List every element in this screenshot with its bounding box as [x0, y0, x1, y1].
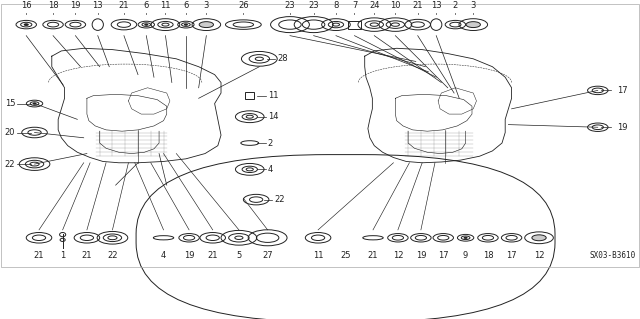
Circle shape [466, 22, 481, 27]
Text: 13: 13 [92, 1, 103, 10]
Circle shape [145, 24, 148, 25]
Text: 28: 28 [277, 54, 288, 63]
Circle shape [532, 235, 546, 241]
Text: 26: 26 [238, 1, 249, 10]
Text: 22: 22 [108, 251, 118, 260]
Text: 23: 23 [308, 1, 319, 10]
Text: SX03-B3610: SX03-B3610 [590, 251, 636, 260]
Text: 25: 25 [340, 251, 351, 260]
Text: 19: 19 [184, 251, 195, 260]
Text: 3: 3 [204, 1, 209, 10]
Text: 11: 11 [268, 91, 278, 100]
Text: 20: 20 [5, 128, 15, 137]
Text: 17: 17 [617, 86, 628, 95]
Text: 17: 17 [438, 251, 449, 260]
Circle shape [184, 24, 188, 25]
Text: 5: 5 [236, 251, 241, 260]
Text: 7: 7 [352, 1, 357, 10]
Text: 2: 2 [268, 138, 273, 147]
Text: 11: 11 [313, 251, 323, 260]
Text: 19: 19 [415, 251, 426, 260]
Circle shape [24, 24, 28, 26]
Circle shape [199, 22, 214, 27]
Text: 10: 10 [390, 1, 401, 10]
Text: 14: 14 [268, 112, 278, 121]
Text: 2: 2 [452, 1, 458, 10]
Text: 1: 1 [60, 251, 65, 260]
Text: 3: 3 [470, 1, 476, 10]
Text: 21: 21 [82, 251, 92, 260]
Text: 18: 18 [48, 1, 58, 10]
Text: 21: 21 [118, 1, 129, 10]
Text: 21: 21 [34, 251, 44, 260]
Text: 9: 9 [463, 251, 468, 260]
Text: 12: 12 [393, 251, 403, 260]
Text: 19: 19 [70, 1, 81, 10]
Text: 16: 16 [21, 1, 31, 10]
Text: 6: 6 [183, 1, 189, 10]
Text: 21: 21 [207, 251, 218, 260]
Text: 18: 18 [483, 251, 493, 260]
Text: 24: 24 [369, 1, 380, 10]
Text: 11: 11 [160, 1, 171, 10]
Text: 6: 6 [143, 1, 149, 10]
Text: 12: 12 [534, 251, 544, 260]
Text: 13: 13 [431, 1, 442, 10]
Text: 4: 4 [161, 251, 166, 260]
Circle shape [33, 103, 36, 104]
Text: 8: 8 [333, 1, 339, 10]
Text: 17: 17 [506, 251, 517, 260]
Text: 22: 22 [274, 195, 285, 204]
Bar [245, 92, 254, 99]
Text: 15: 15 [5, 99, 15, 108]
Bar [348, 21, 361, 29]
Circle shape [464, 237, 467, 238]
Text: 19: 19 [617, 123, 627, 132]
Text: 4: 4 [268, 165, 273, 174]
Text: 23: 23 [285, 1, 295, 10]
Text: 21: 21 [412, 1, 423, 10]
Text: 27: 27 [262, 251, 273, 260]
Text: 21: 21 [368, 251, 378, 260]
Text: 22: 22 [5, 160, 15, 168]
